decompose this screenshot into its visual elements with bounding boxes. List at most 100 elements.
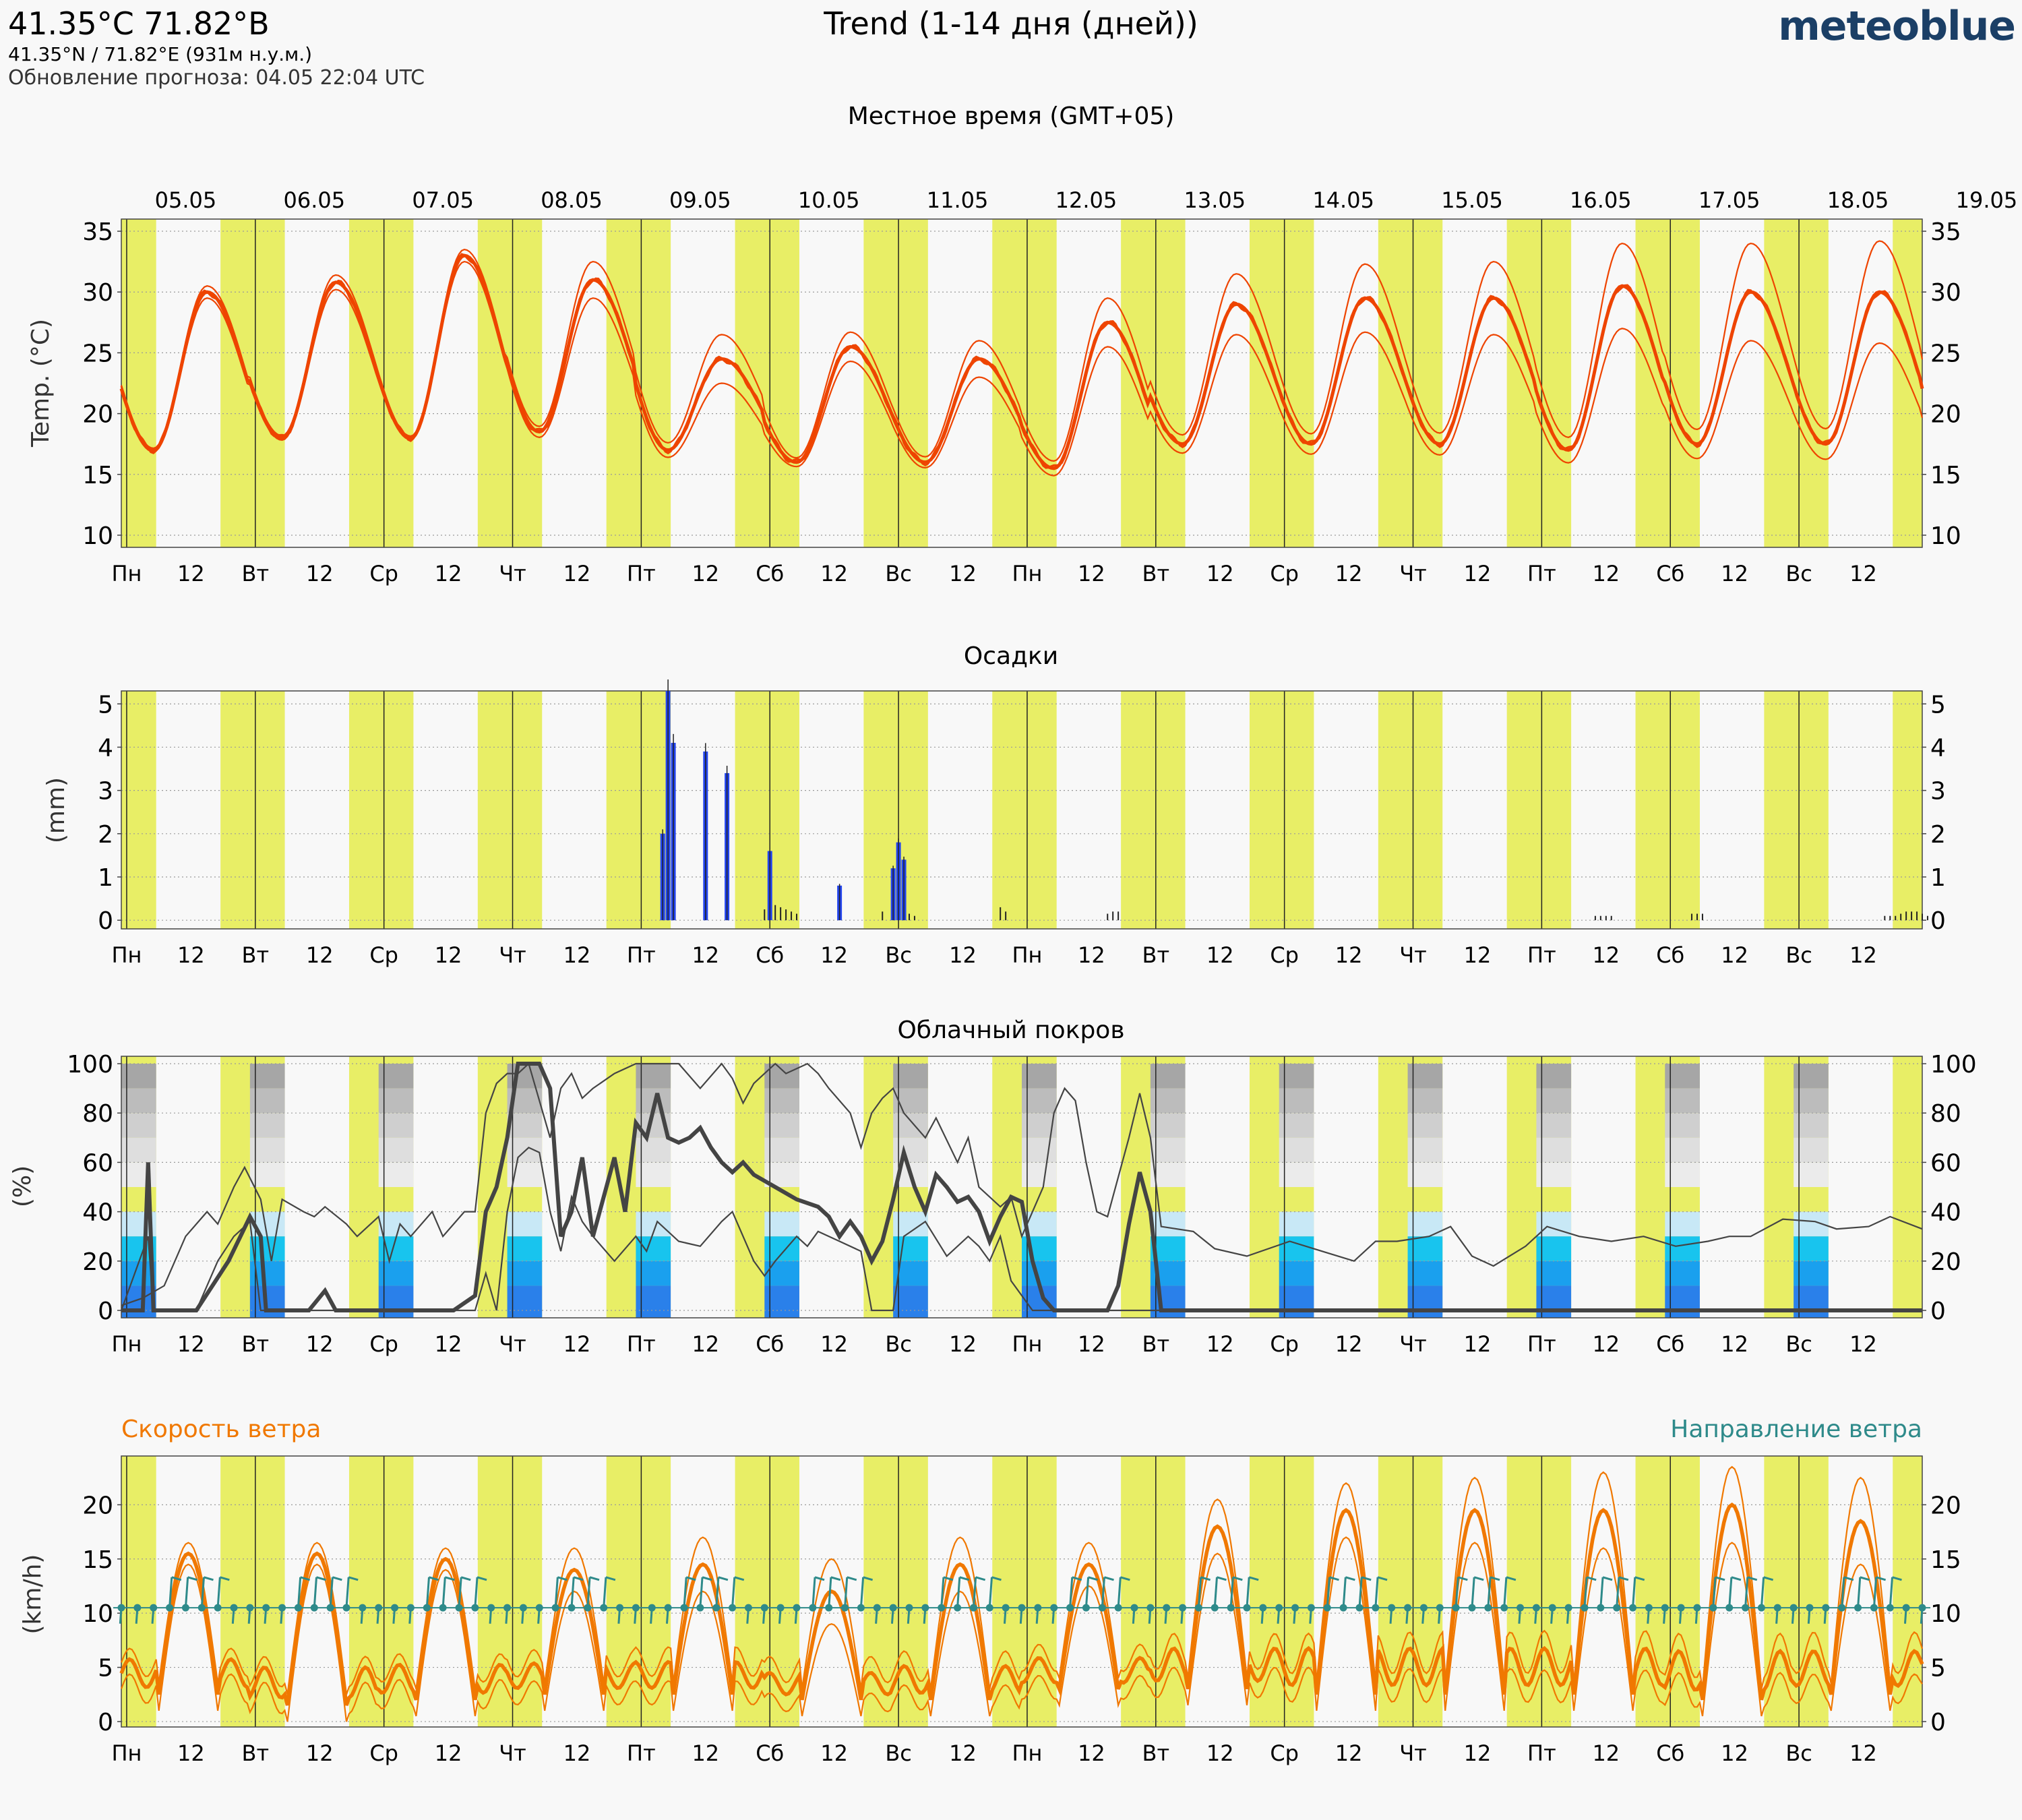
- temp-weekday-label: Вт: [1142, 561, 1170, 586]
- wind-barb: [1823, 1608, 1827, 1624]
- cloud-hour-label: 12: [1206, 1331, 1234, 1357]
- precip-hour-label: 12: [692, 942, 719, 968]
- wind-barb: [489, 1608, 493, 1624]
- temp-weekday-label: Пт: [627, 561, 656, 586]
- wind-barb: [1197, 1577, 1202, 1608]
- wind-barb: [1326, 1577, 1330, 1608]
- precip-weekday-label: Чт: [499, 942, 526, 968]
- wind-barb-flag: [734, 1576, 745, 1581]
- wind-barb: [1246, 1577, 1250, 1608]
- cloud-ytick-left: 20: [82, 1248, 113, 1276]
- wind-weekday-label: Сб: [1656, 1740, 1684, 1766]
- wind-ytick-right: 10: [1930, 1600, 1961, 1628]
- wind-barb-flag: [1731, 1576, 1742, 1581]
- wind-barb: [1647, 1608, 1650, 1624]
- wind-barb-flag: [204, 1576, 214, 1581]
- cloud-ytick-left: 0: [98, 1298, 113, 1325]
- wind-barb: [1132, 1608, 1136, 1624]
- wind-ytick-left: 0: [98, 1709, 113, 1736]
- precip-ytick-left: 0: [98, 907, 113, 935]
- wind-ytick-right: 20: [1930, 1492, 1961, 1519]
- wind-barb: [521, 1608, 524, 1624]
- cloud-hour-label: 12: [1592, 1331, 1620, 1357]
- cloud-ytick-left: 80: [82, 1100, 113, 1128]
- wind-barb-flag: [332, 1576, 342, 1581]
- cloud-ytick-right: 80: [1930, 1100, 1961, 1128]
- wind-barb: [699, 1577, 704, 1608]
- date-label-16.05: 16.05: [1570, 187, 1632, 213]
- cloud-weekday-label: Пт: [627, 1331, 656, 1357]
- wind-barb: [1487, 1577, 1492, 1608]
- cloud-lower-line: [120, 1147, 1922, 1312]
- local-time-label: Местное время (GMT+05): [847, 102, 1175, 130]
- precip-ytick-right: 3: [1930, 778, 1946, 806]
- precip-title: Осадки: [964, 642, 1058, 670]
- wind-barb: [1550, 1608, 1554, 1624]
- cloud-hour-label: 12: [177, 1331, 205, 1357]
- wind-barb-flag: [1345, 1576, 1355, 1581]
- wind-barb-flag: [830, 1576, 841, 1581]
- wind-barb: [603, 1577, 607, 1608]
- temp-weekday-label: Чт: [1399, 561, 1427, 586]
- wind-barb: [554, 1577, 559, 1608]
- wind-ytick-left: 10: [82, 1600, 113, 1628]
- wind-hour-label: 12: [435, 1740, 462, 1766]
- wind-hour-label: 12: [1592, 1740, 1620, 1766]
- date-label-08.05: 08.05: [541, 187, 603, 213]
- cloud-hour-label: 12: [1849, 1331, 1877, 1357]
- wind-barb: [1003, 1608, 1007, 1624]
- cloud-hour-label: 12: [1721, 1331, 1748, 1357]
- date-label-09.05: 09.05: [669, 187, 731, 213]
- cloud-hour-label: 12: [692, 1331, 719, 1357]
- temp-ytick-right: 30: [1930, 279, 1961, 307]
- wind-ytick-left: 5: [98, 1655, 113, 1682]
- wind-barb: [1534, 1608, 1537, 1624]
- wind-hour-label: 12: [1078, 1740, 1105, 1766]
- wind-barb: [1051, 1608, 1055, 1624]
- wind-barb: [778, 1608, 782, 1624]
- cloud-ytick-right: 20: [1930, 1248, 1961, 1276]
- cloud-weekday-label: Сб: [756, 1331, 784, 1357]
- wind-barb: [762, 1608, 766, 1624]
- precip-weekday-label: Ср: [369, 942, 398, 968]
- wind-daylight-band: [1635, 1456, 1700, 1727]
- wind-barb-flag: [429, 1576, 439, 1581]
- wind-hour-label: 12: [177, 1740, 205, 1766]
- temp-daylight-band: [1635, 219, 1700, 547]
- wind-weekday-label: Вс: [885, 1740, 912, 1766]
- wind-barb-flag: [975, 1576, 986, 1581]
- temp-weekday-label: Сб: [756, 561, 784, 586]
- precip-weekday-label: Сб: [1656, 942, 1684, 968]
- wind-barb: [1405, 1608, 1409, 1624]
- wind-barb-flag: [1586, 1576, 1597, 1581]
- wind-direction-legend: Направление ветра: [1670, 1416, 1922, 1443]
- wind-barb: [715, 1577, 720, 1608]
- wind-barb-flag: [1763, 1576, 1774, 1581]
- wind-barb: [988, 1577, 993, 1608]
- wind-barb-flag: [460, 1576, 471, 1581]
- wind-barb: [956, 1577, 961, 1608]
- wind-barb: [828, 1577, 832, 1608]
- precip-ytick-left: 1: [98, 864, 113, 892]
- wind-barb: [1358, 1577, 1363, 1608]
- wind-daylight-band: [606, 1456, 671, 1727]
- temp-hour-label: 12: [1592, 561, 1620, 586]
- wind-barb: [844, 1577, 849, 1608]
- wind-barb: [617, 1608, 621, 1624]
- wind-daylight-band: [1249, 1456, 1314, 1727]
- wind-barb-flag: [847, 1576, 857, 1581]
- temp-weekday-label: Пн: [1012, 561, 1042, 586]
- wind-barb: [200, 1577, 205, 1608]
- meteoblue-logo[interactable]: meteoblue: [1778, 3, 2016, 50]
- precip-daylight-band: [220, 691, 285, 929]
- wind-barb: [168, 1577, 173, 1608]
- wind-weekday-label: Чт: [1399, 1740, 1427, 1766]
- wind-barb-flag: [1104, 1576, 1114, 1581]
- wind-barb: [1663, 1608, 1666, 1624]
- date-label-19.05: 19.05: [1956, 187, 2018, 213]
- wind-barb: [392, 1608, 396, 1624]
- wind-barb: [119, 1608, 123, 1624]
- cloud-upper-line: [121, 1062, 1923, 1306]
- wind-hour-label: 12: [1849, 1740, 1877, 1766]
- wind-ytick-left: 20: [82, 1492, 113, 1519]
